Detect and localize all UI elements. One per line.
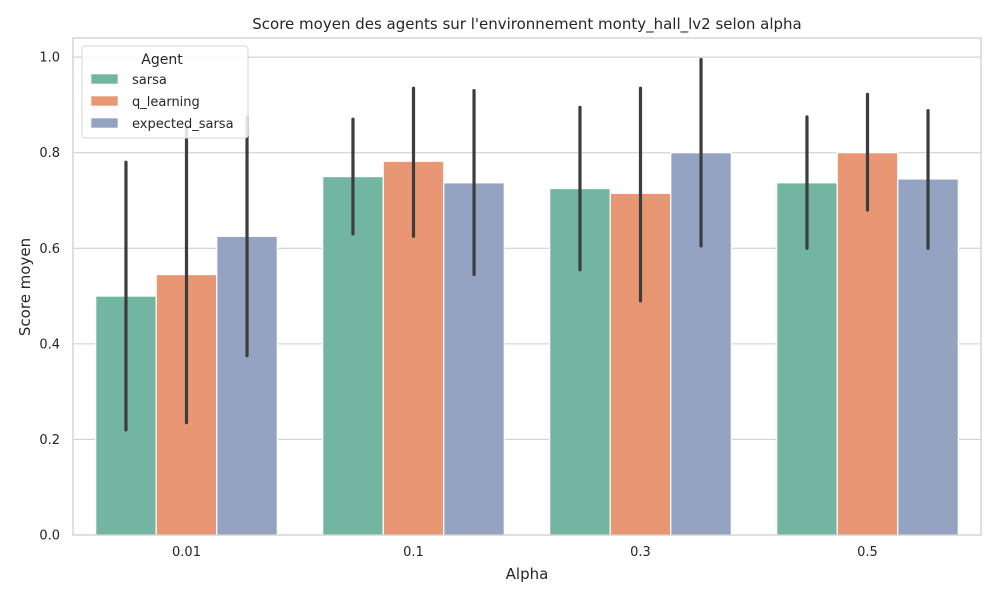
y-tick-label: 0.8 — [39, 146, 60, 161]
plot-frame — [72, 37, 982, 536]
legend-items: sarsa q_learning expected_sarsa — [90, 73, 234, 132]
y-tick-label: 0.6 — [39, 242, 60, 257]
y-tick-label: 0.0 — [39, 529, 60, 544]
bar-q_learning-0.5 — [836, 152, 899, 536]
legend-label-q_learning: q_learning — [132, 95, 200, 110]
y-tick-label: 0.4 — [39, 337, 60, 352]
legend-label-expected_sarsa: expected_sarsa — [132, 117, 234, 132]
x-tick-label: 0.5 — [857, 545, 878, 560]
legend: Agent sarsa q_learning expected_sarsa — [81, 45, 249, 139]
x-axis-label: Alpha — [506, 565, 549, 583]
error-bars — [124, 57, 930, 432]
legend-box — [81, 45, 249, 139]
y-tick-label: 0.2 — [39, 433, 60, 448]
legend-swatch-sarsa — [90, 73, 119, 85]
y-axis-label: Score moyen — [16, 238, 34, 336]
legend-title: Agent — [141, 52, 183, 68]
legend-swatch-expected_sarsa — [90, 117, 119, 129]
x-tick-label: 0.1 — [403, 545, 424, 560]
x-tick-labels: 0.01 0.1 0.3 0.5 — [172, 545, 878, 560]
legend-label-sarsa: sarsa — [132, 73, 167, 88]
y-tick-labels: 0.0 0.2 0.4 0.6 0.8 1.0 — [39, 51, 60, 544]
x-tick-label: 0.01 — [172, 545, 201, 560]
y-tick-label: 1.0 — [39, 51, 60, 66]
x-tick-label: 0.3 — [630, 545, 651, 560]
chart-title: Score moyen des agents sur l'environneme… — [252, 15, 801, 34]
legend-swatch-q_learning — [90, 95, 119, 107]
